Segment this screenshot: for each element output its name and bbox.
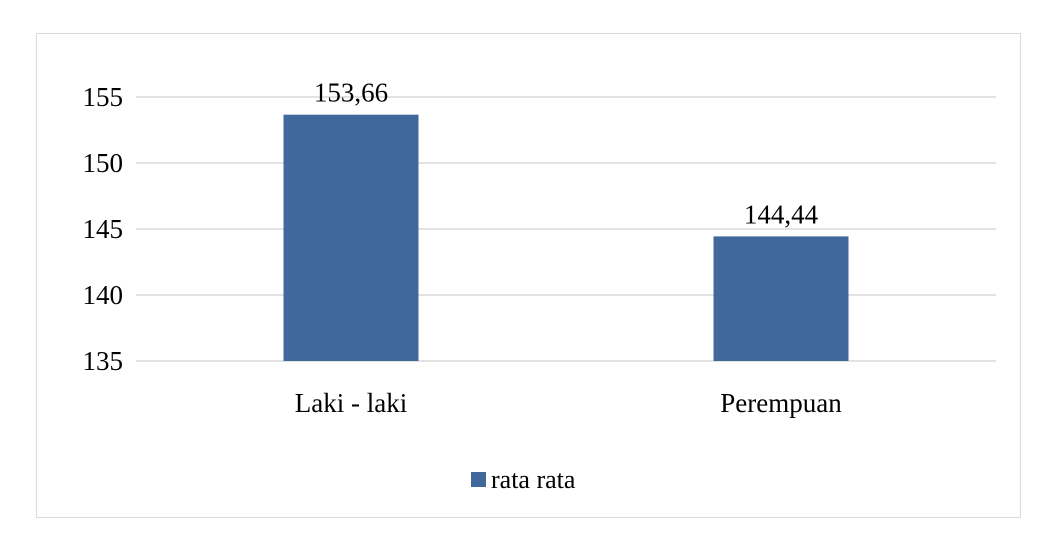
x-category-label: Perempuan xyxy=(720,388,842,418)
bar-laki-laki xyxy=(283,114,419,361)
legend-label-rata-rata: rata rata xyxy=(491,465,576,494)
data-label: 153,66 xyxy=(314,78,388,108)
y-tick-label: 135 xyxy=(83,346,124,376)
x-axis-categories: Laki - laki Perempuan xyxy=(295,388,842,418)
y-axis-ticks: 135 140 145 150 155 xyxy=(83,82,124,376)
bars xyxy=(283,114,849,361)
gridlines xyxy=(136,96,996,362)
y-tick-label: 150 xyxy=(83,148,124,178)
legend: rata rata xyxy=(471,465,576,494)
data-label: 144,44 xyxy=(744,199,819,229)
x-category-label: Laki - laki xyxy=(295,388,407,418)
y-tick-label: 140 xyxy=(83,280,124,310)
y-tick-label: 145 xyxy=(83,214,124,244)
y-tick-label: 155 xyxy=(83,82,124,112)
chart-area xyxy=(36,33,1021,518)
legend-swatch-rata-rata xyxy=(471,472,486,487)
bar-perempuan xyxy=(713,236,849,361)
data-labels: 153,66 144,44 xyxy=(314,78,819,230)
